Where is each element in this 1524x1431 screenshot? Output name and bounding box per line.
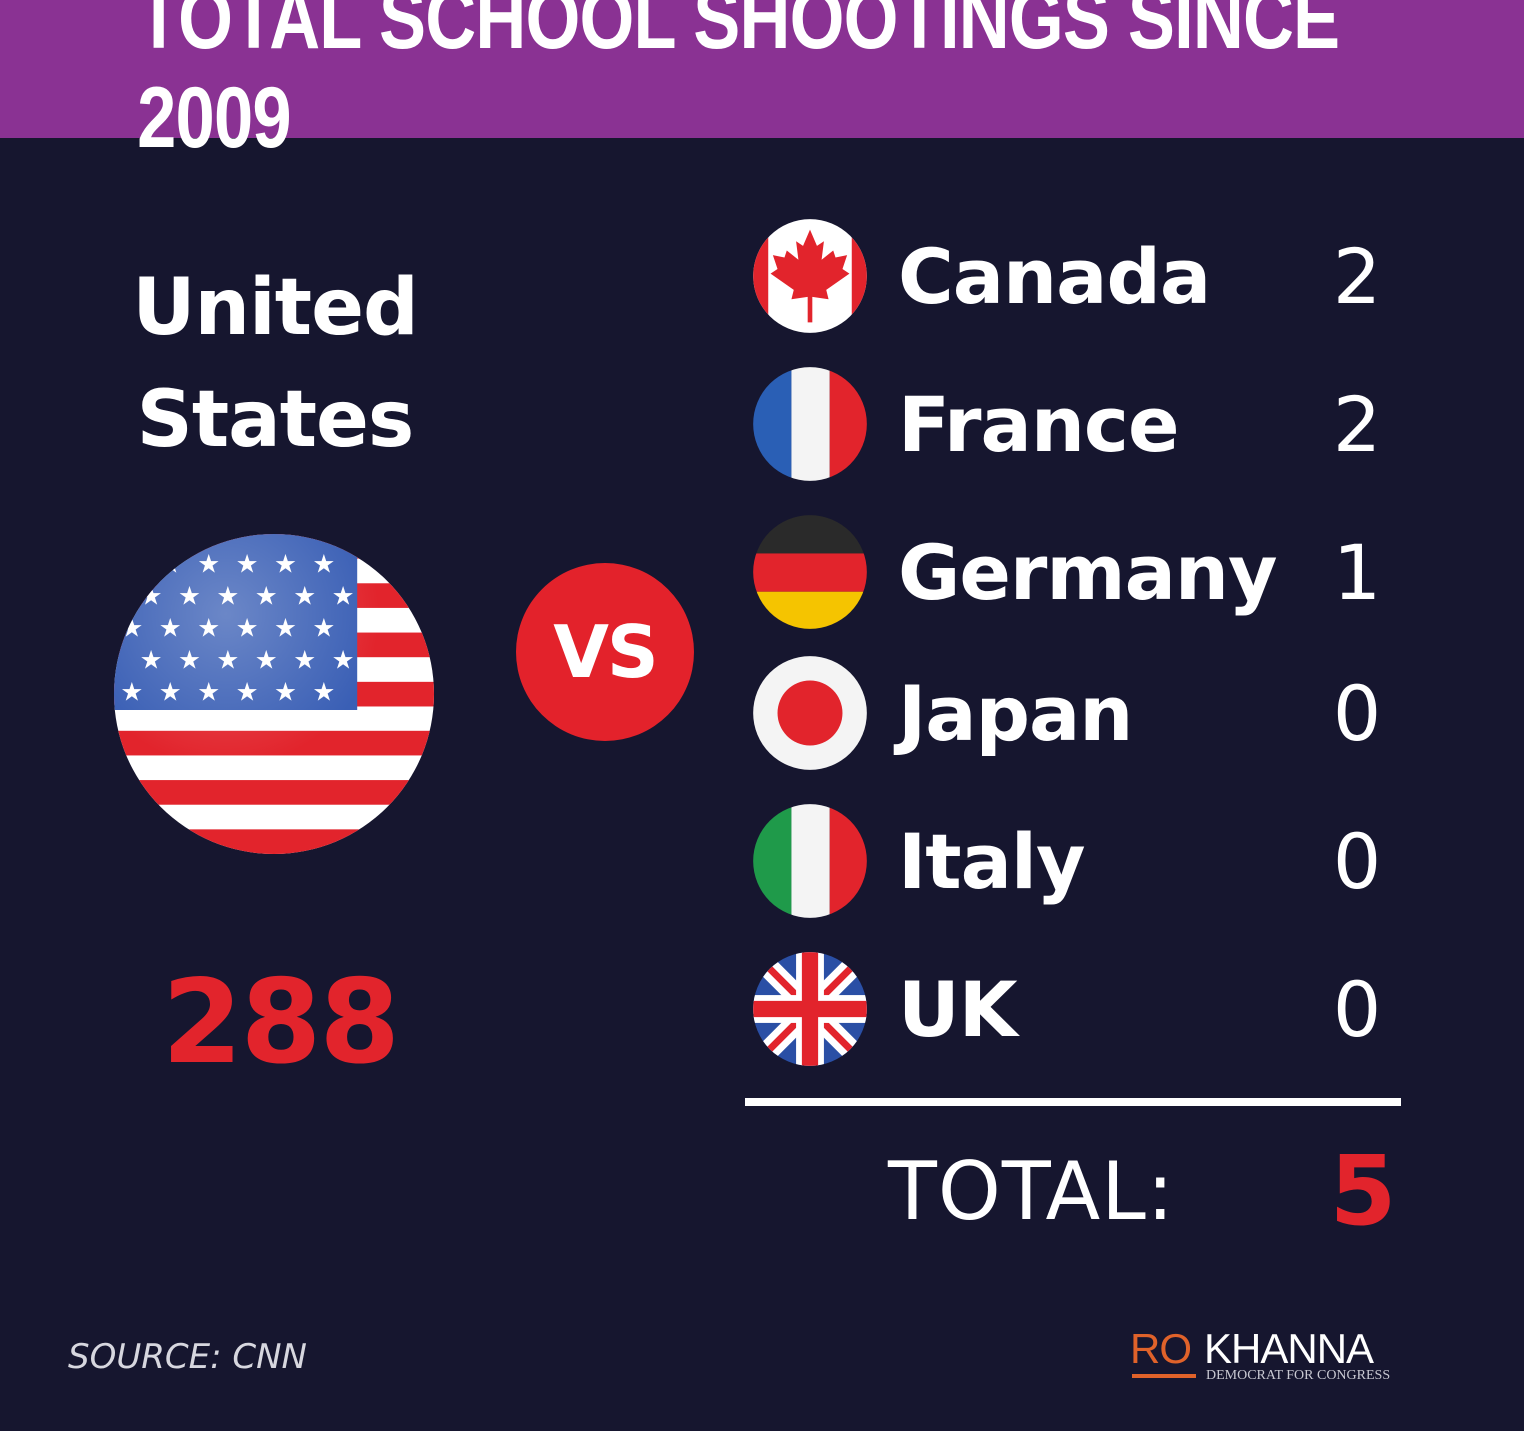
country-count: 0 xyxy=(1332,817,1382,906)
page-title: TOTAL SCHOOL SHOOTINGS SINCE 2009 xyxy=(137,0,1340,166)
header-banner xyxy=(0,0,1524,138)
country-count: 2 xyxy=(1332,232,1382,321)
country-row-germany: Germany 1 xyxy=(752,514,1432,634)
country-name: Germany xyxy=(898,528,1278,617)
logo-tagline: DEMOCRAT FOR CONGRESS xyxy=(1206,1368,1391,1383)
country-row-japan: Japan 0 xyxy=(752,655,1432,775)
total-divider xyxy=(745,1098,1401,1106)
us-label: United States xyxy=(100,252,450,476)
country-name: Italy xyxy=(898,817,1085,906)
country-name: Japan xyxy=(898,669,1133,758)
us-flag-icon: ★★★★★ ★★★★★★ ★★★★★★ ★★★★★★ ★★★★★★ xyxy=(114,534,434,854)
country-row-italy: Italy 0 xyxy=(752,803,1432,923)
country-name: France xyxy=(898,380,1180,469)
germany-flag-icon xyxy=(753,515,867,629)
us-count: 288 xyxy=(161,955,400,1090)
country-count: 2 xyxy=(1332,380,1382,469)
total-value: 5 xyxy=(1329,1135,1397,1247)
country-name: Canada xyxy=(898,232,1211,321)
us-label-line1: United xyxy=(132,263,419,353)
country-count: 1 xyxy=(1332,528,1382,617)
ro-khanna-logo: RO KHANNA DEMOCRAT FOR CONGRESS xyxy=(1130,1325,1420,1385)
total-label: TOTAL: xyxy=(888,1145,1175,1238)
country-count: 0 xyxy=(1332,669,1382,758)
canada-flag-icon xyxy=(753,219,867,333)
logo-ro: RO xyxy=(1130,1325,1192,1372)
country-row-france: France 2 xyxy=(752,366,1432,486)
us-label-line2: States xyxy=(136,375,415,465)
country-row-canada: Canada 2 xyxy=(752,218,1432,338)
france-flag-icon xyxy=(753,367,867,481)
logo-khanna: KHANNA xyxy=(1204,1325,1374,1372)
source-credit: SOURCE: CNN xyxy=(68,1337,307,1377)
logo-underline xyxy=(1132,1374,1196,1378)
country-row-uk: UK 0 xyxy=(752,951,1432,1071)
country-count: 0 xyxy=(1332,965,1382,1054)
japan-flag-icon xyxy=(753,656,867,770)
uk-flag-icon xyxy=(753,952,867,1066)
italy-flag-icon xyxy=(753,804,867,918)
country-name: UK xyxy=(898,965,1018,1054)
vs-badge: VS xyxy=(516,563,694,741)
